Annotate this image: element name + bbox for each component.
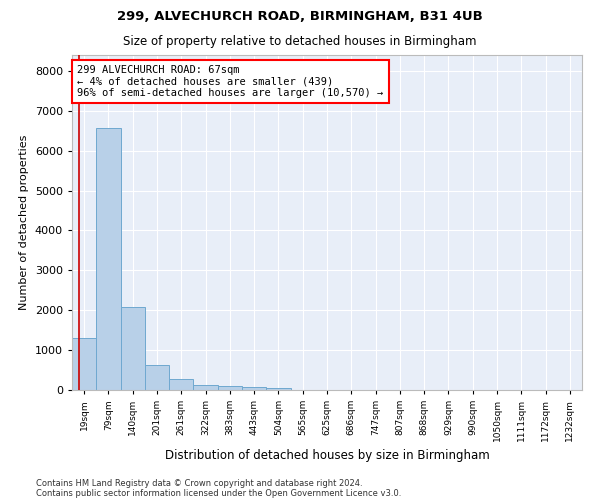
Text: 299, ALVECHURCH ROAD, BIRMINGHAM, B31 4UB: 299, ALVECHURCH ROAD, BIRMINGHAM, B31 4U… xyxy=(117,10,483,23)
Bar xyxy=(145,366,169,390)
Bar xyxy=(121,308,145,390)
Text: 299 ALVECHURCH ROAD: 67sqm
← 4% of detached houses are smaller (439)
96% of semi: 299 ALVECHURCH ROAD: 67sqm ← 4% of detac… xyxy=(77,65,383,98)
X-axis label: Distribution of detached houses by size in Birmingham: Distribution of detached houses by size … xyxy=(164,450,490,462)
Y-axis label: Number of detached properties: Number of detached properties xyxy=(19,135,29,310)
Bar xyxy=(169,379,193,390)
Bar xyxy=(72,338,96,390)
Bar xyxy=(96,128,121,390)
Text: Contains public sector information licensed under the Open Government Licence v3: Contains public sector information licen… xyxy=(36,488,401,498)
Bar xyxy=(266,388,290,390)
Bar xyxy=(193,385,218,390)
Bar xyxy=(218,386,242,390)
Text: Contains HM Land Registry data © Crown copyright and database right 2024.: Contains HM Land Registry data © Crown c… xyxy=(36,478,362,488)
Text: Size of property relative to detached houses in Birmingham: Size of property relative to detached ho… xyxy=(123,35,477,48)
Bar xyxy=(242,387,266,390)
